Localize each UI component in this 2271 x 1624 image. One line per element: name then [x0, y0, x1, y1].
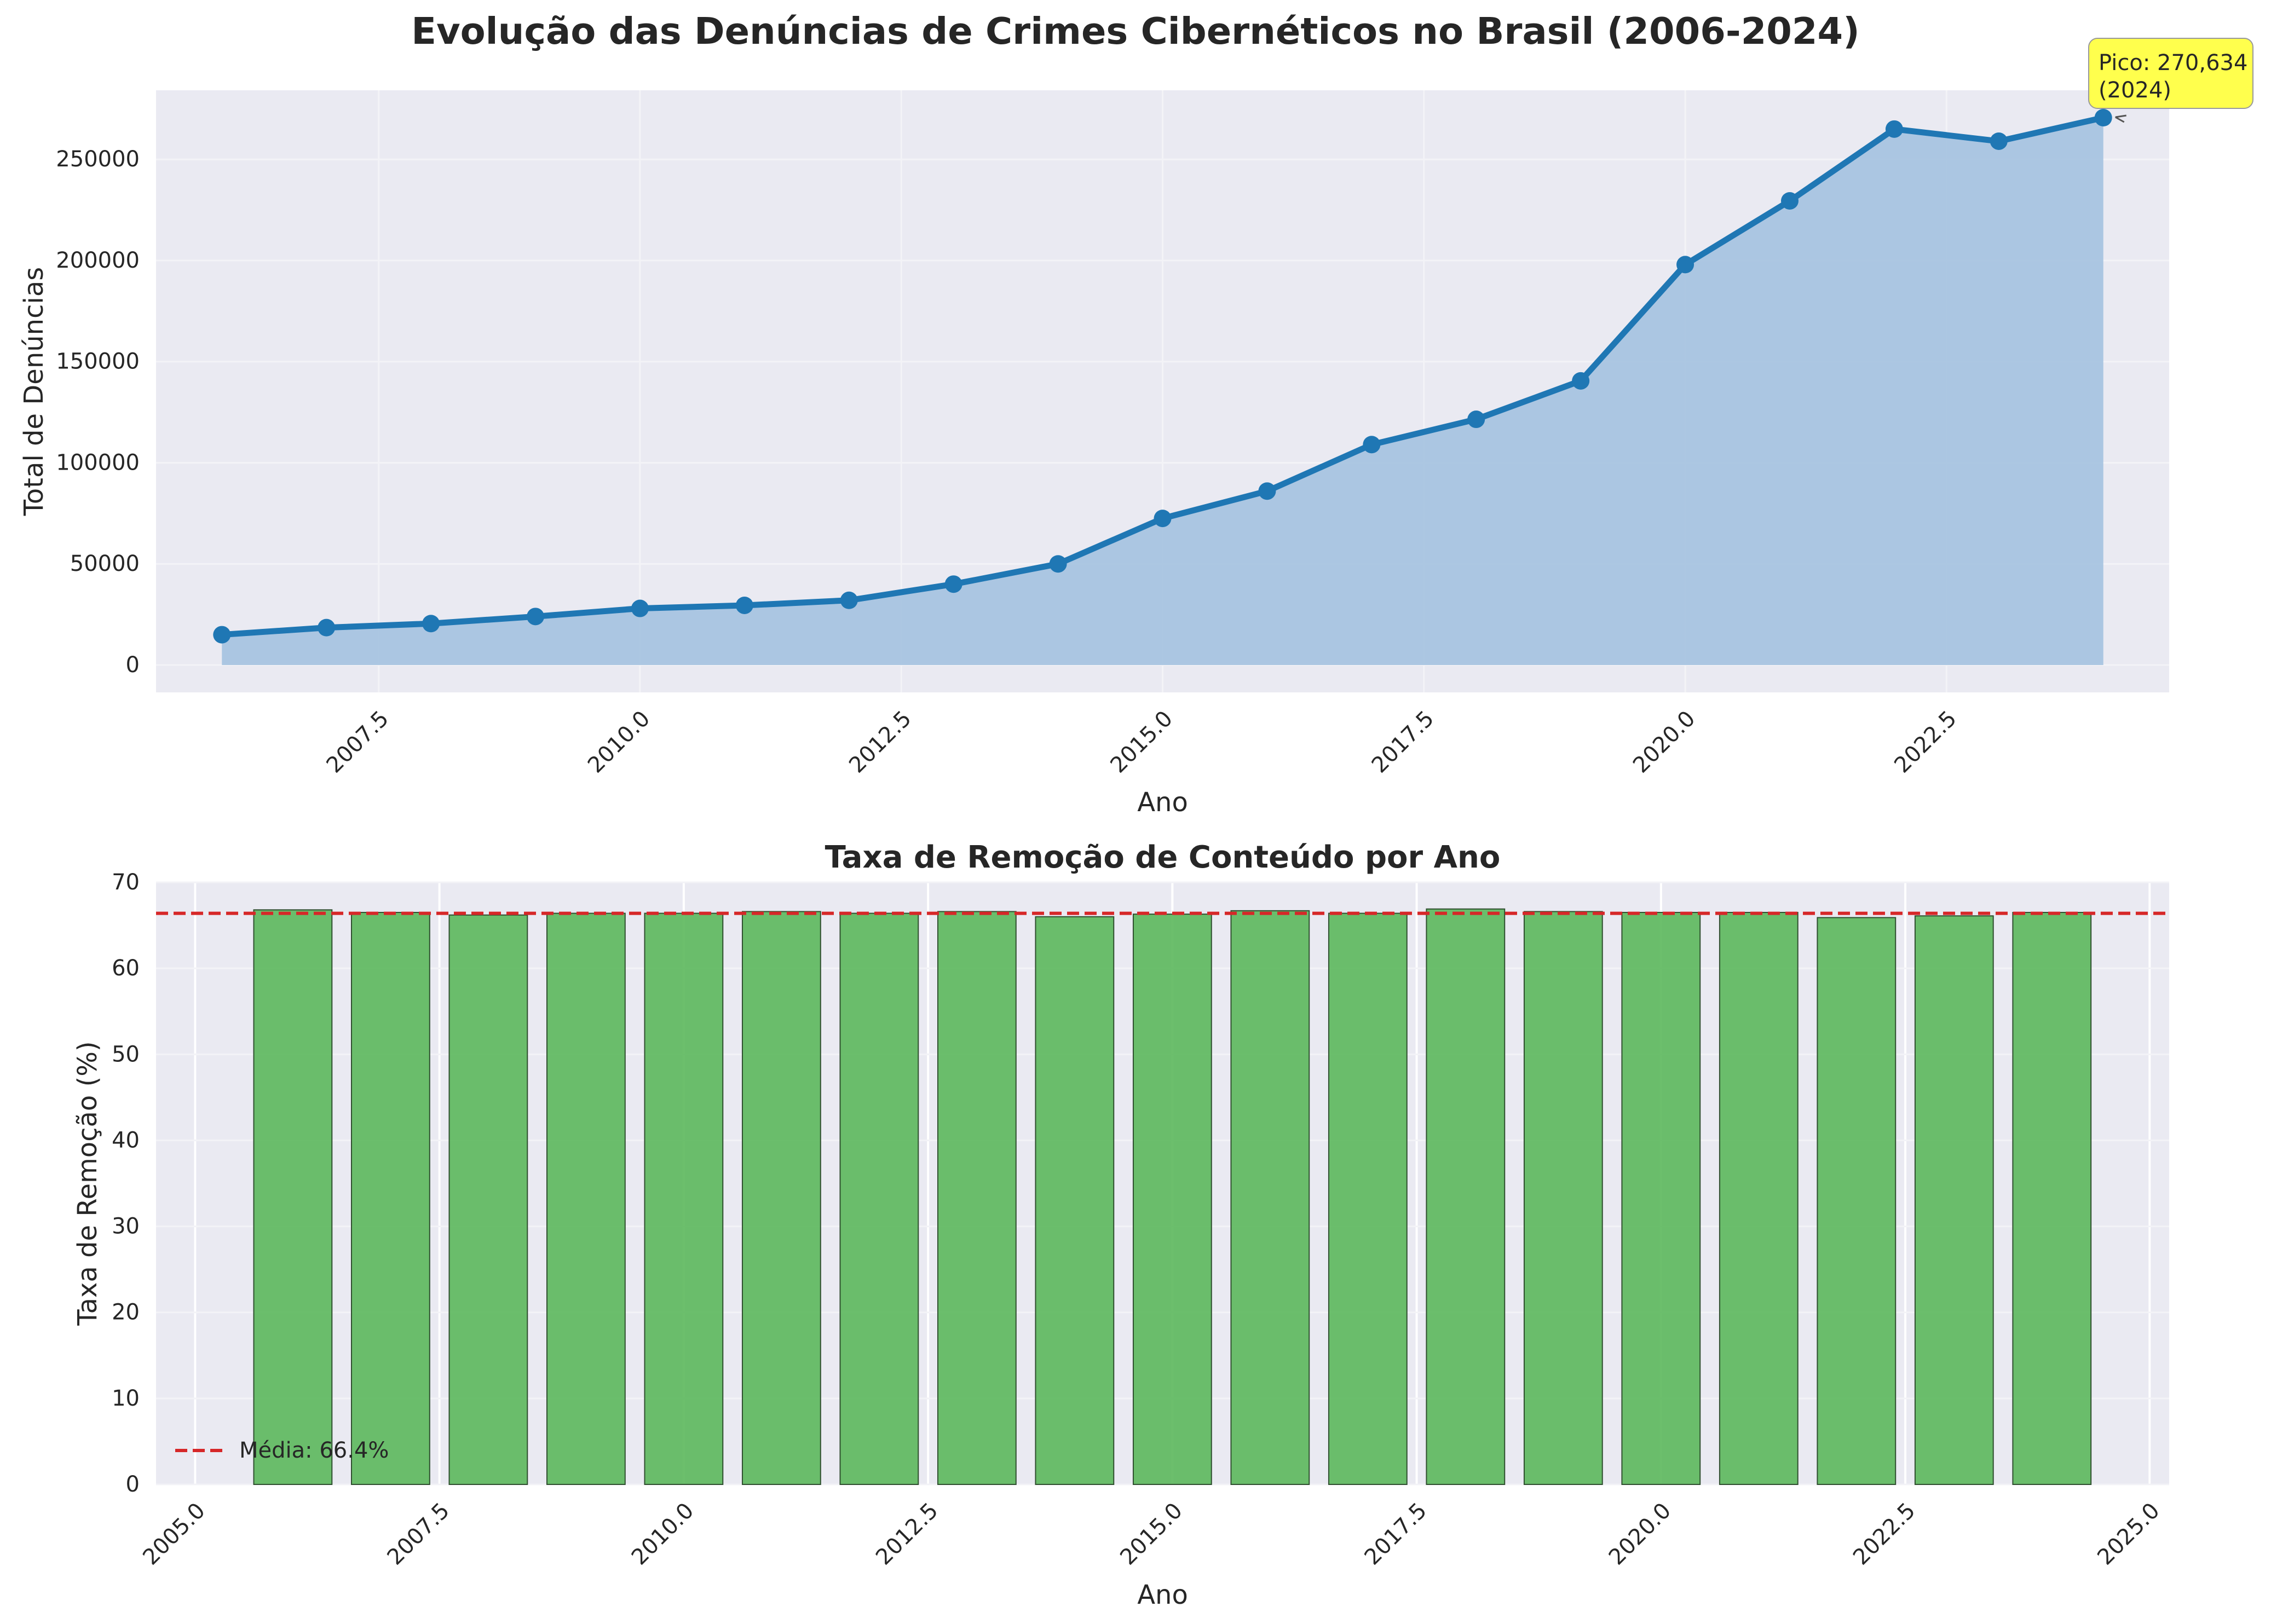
- denuncias-point: [944, 575, 962, 593]
- chart2-x-tick-label: 2007.5: [383, 1498, 454, 1570]
- denuncias-point: [1990, 132, 2008, 150]
- denuncias-area-fill: [222, 118, 2103, 665]
- denuncias-point: [631, 599, 649, 617]
- chart1-x-ticks: 2007.5 2010.0 2012.5 2015.0 2017.5 2020.0 2022…: [322, 706, 1962, 778]
- chart1-y-ticks: 0 50000 100000 150000 200000 250000: [56, 147, 140, 678]
- denuncias-point: [735, 596, 753, 614]
- chart1-x-tick-label: 2012.5: [844, 706, 916, 778]
- remocao-bar: [1523, 911, 1603, 1485]
- denuncias-point: [1676, 256, 1694, 274]
- peak-annotation-arrow: [2114, 114, 2126, 123]
- chart2-y-tick-label: 20: [112, 1300, 140, 1325]
- chart2-y-tick-label: 30: [112, 1214, 140, 1239]
- chart2-x-axis-label: Ano: [1137, 1580, 1188, 1610]
- denuncias-point: [422, 615, 440, 633]
- remocao-bar: [350, 912, 430, 1485]
- remocao-bar: [937, 911, 1017, 1485]
- chart1-x-tick-label: 2017.5: [1367, 706, 1439, 778]
- denuncias-point: [1885, 120, 1903, 138]
- remocao-bar: [839, 912, 919, 1485]
- chart1-y-tick-label: 50000: [70, 551, 140, 576]
- chart2-x-tick-label: 2012.5: [871, 1498, 943, 1570]
- denuncias-point: [213, 626, 231, 644]
- chart2-x-tick-label: 2017.5: [1360, 1498, 1432, 1570]
- chart1-y-axis-label: Total de Denúncias: [19, 267, 49, 517]
- denuncias-point: [2094, 109, 2112, 127]
- chart1-x-axis-label: Ano: [1137, 787, 1188, 818]
- remocao-bar: [1035, 916, 1115, 1485]
- chart2-y-tick-label: 40: [112, 1128, 140, 1153]
- chart2-x-tick-label: 2020.0: [1604, 1498, 1676, 1570]
- denuncias-point: [1363, 436, 1381, 454]
- chart2-y-tick-label: 0: [126, 1472, 140, 1497]
- remocao-bar: [253, 909, 333, 1485]
- chart1-x-tick-label: 2015.0: [1105, 706, 1177, 778]
- remocao-bar: [1426, 908, 1506, 1485]
- peak-annotation-line2: (2024): [2099, 78, 2171, 103]
- chart2-y-axis-label: Taxa de Remoção (%): [72, 1041, 103, 1326]
- figure-title: Evolução das Denúncias de Crimes Ciberné…: [411, 10, 1860, 53]
- chart1-y-tick-label: 200000: [56, 248, 140, 273]
- chart1-y-tick-label: 100000: [56, 450, 140, 475]
- remocao-bar-chart: Taxa de Remoção de Conteúdo por Ano 2005…: [72, 840, 2169, 1610]
- denuncias-point: [1258, 482, 1276, 500]
- remocao-bar: [448, 914, 528, 1485]
- denuncias-points: [213, 109, 2112, 644]
- chart1-y-tick-label: 0: [126, 652, 140, 678]
- denuncias-point: [1780, 192, 1799, 210]
- chart2-x-tick-label: 2025.0: [2093, 1498, 2164, 1570]
- remocao-bar: [1230, 910, 1310, 1485]
- remocao-bar: [1817, 917, 1897, 1485]
- peak-annotation-line1: Pico: 270,634: [2099, 50, 2247, 76]
- legend-mean-label: Média: 66.4%: [239, 1438, 389, 1463]
- denuncias-point: [1467, 411, 1485, 429]
- chart2-x-tick-label: 2015.0: [1115, 1498, 1187, 1570]
- chart2-y-tick-label: 70: [112, 870, 140, 895]
- denuncias-point: [1049, 555, 1067, 573]
- remocao-bars: [253, 908, 2092, 1485]
- peak-annotation: Pico: 270,634 (2024): [2088, 38, 2253, 123]
- denuncias-area-chart: 2007.5 2010.0 2012.5 2015.0 2017.5 2020.0 2022…: [19, 38, 2253, 818]
- denuncias-point: [527, 608, 545, 626]
- denuncias-point: [1572, 372, 1590, 390]
- chart1-x-tick-label: 2010.0: [583, 706, 655, 778]
- chart1-x-tick-label: 2007.5: [322, 706, 394, 778]
- chart2-x-ticks: 2005.0 2007.5 2010.0 2012.5 2015.0 2017.5 2020…: [138, 1498, 2164, 1570]
- remocao-bar: [1132, 914, 1212, 1485]
- chart1-x-tick-label: 2022.5: [1889, 706, 1961, 778]
- remocao-bar: [1621, 912, 1701, 1485]
- denuncias-point: [318, 619, 336, 637]
- remocao-bar: [644, 912, 724, 1485]
- chart1-y-tick-label: 250000: [56, 147, 140, 172]
- remocao-bar: [1719, 912, 1799, 1485]
- denuncias-point: [1154, 510, 1172, 528]
- chart2-x-tick-label: 2005.0: [138, 1498, 210, 1570]
- chart2-y-ticks: 0 10 20 30 40 50 60 70: [112, 870, 140, 1497]
- chart2-x-tick-label: 2010.0: [627, 1498, 699, 1570]
- remocao-bar: [2012, 912, 2092, 1485]
- chart2-y-tick-label: 60: [112, 956, 140, 981]
- chart1-y-tick-label: 150000: [56, 349, 140, 374]
- chart2-y-tick-label: 10: [112, 1386, 140, 1411]
- peak-annotation-box: [2088, 38, 2253, 109]
- chart2-title: Taxa de Remoção de Conteúdo por Ano: [825, 840, 1501, 875]
- chart2-y-tick-label: 50: [112, 1042, 140, 1067]
- denuncias-point: [840, 591, 858, 609]
- chart1-x-tick-label: 2020.0: [1628, 706, 1700, 778]
- chart2-x-tick-label: 2022.5: [1848, 1498, 1920, 1570]
- remocao-bar: [1914, 915, 1994, 1485]
- chart2-legend: Média: 66.4%: [175, 1438, 389, 1463]
- remocao-bar: [546, 912, 626, 1485]
- remocao-bar: [741, 911, 821, 1485]
- remocao-bar: [1328, 912, 1408, 1485]
